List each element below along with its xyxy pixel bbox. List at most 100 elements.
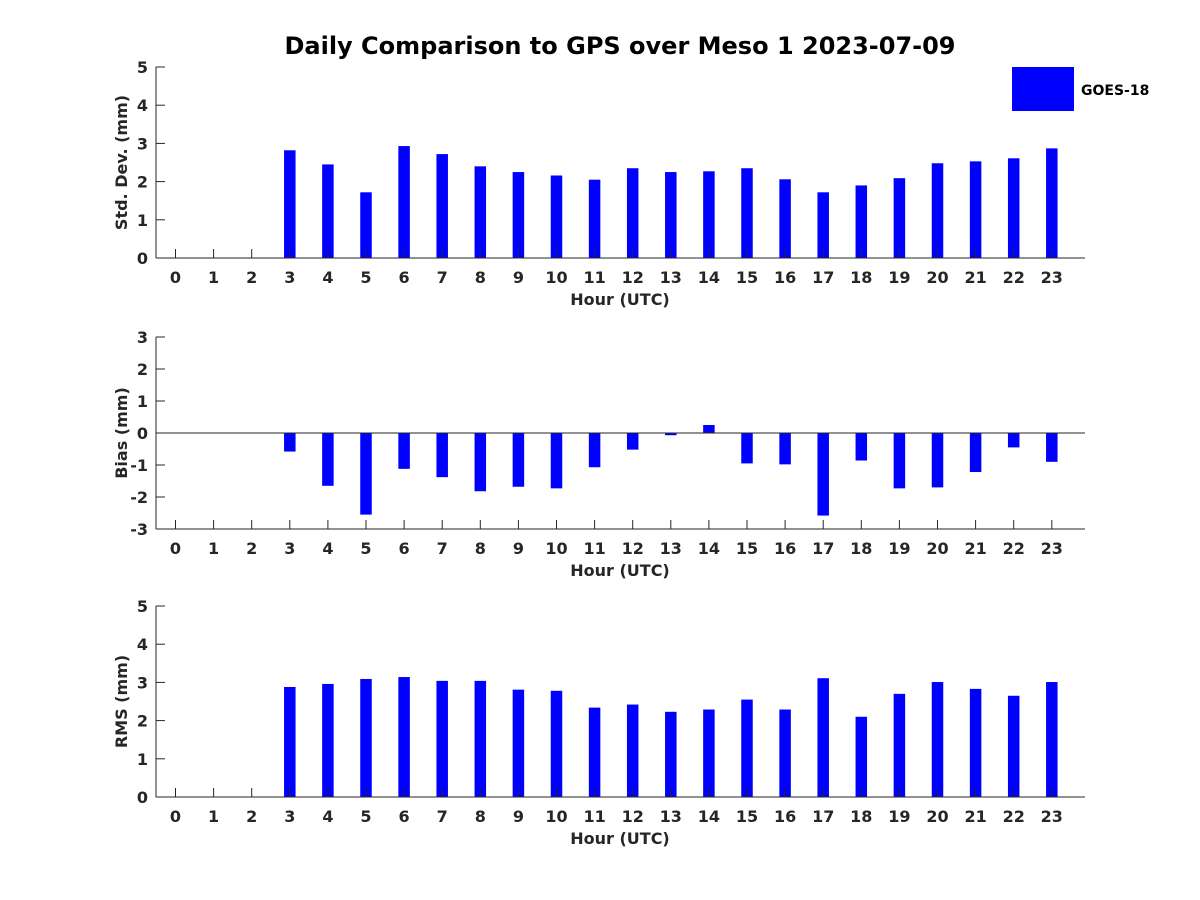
bar-panel3-hour-12 bbox=[626, 704, 639, 797]
y-tick-label: 4 bbox=[137, 635, 148, 654]
x-tick-label: 14 bbox=[698, 268, 720, 287]
x-tick-label: 13 bbox=[660, 539, 682, 558]
y-axis-label: RMS (mm) bbox=[112, 655, 131, 748]
bar-panel2-hour-9 bbox=[512, 433, 525, 487]
bar-panel2-hour-21 bbox=[969, 433, 982, 473]
x-tick-label: 19 bbox=[888, 807, 910, 826]
bar-panel3-hour-6 bbox=[398, 677, 410, 797]
bar-panel1-hour-19 bbox=[893, 178, 906, 258]
y-tick-label: 5 bbox=[137, 597, 148, 616]
x-tick-label: 21 bbox=[964, 268, 986, 287]
y-tick-label: -3 bbox=[130, 520, 148, 539]
bar-panel2-hour-7 bbox=[436, 433, 448, 478]
bar-panel3-hour-23 bbox=[1046, 682, 1058, 797]
bar-panel3-hour-10 bbox=[550, 690, 563, 797]
y-tick-label: -2 bbox=[130, 488, 148, 507]
x-tick-label: 3 bbox=[284, 268, 295, 287]
y-tick-label: 5 bbox=[137, 58, 148, 77]
x-tick-label: 16 bbox=[774, 268, 796, 287]
x-axis-label: Hour (UTC) bbox=[570, 561, 670, 580]
x-tick-label: 22 bbox=[1003, 539, 1025, 558]
x-tick-label: 17 bbox=[812, 268, 834, 287]
x-tick-label: 4 bbox=[322, 807, 333, 826]
x-tick-label: 8 bbox=[475, 539, 486, 558]
bar-panel2-hour-3 bbox=[284, 433, 296, 452]
y-tick-label: 2 bbox=[137, 712, 148, 731]
x-tick-label: 17 bbox=[812, 807, 834, 826]
x-tick-label: 20 bbox=[926, 268, 948, 287]
x-tick-label: 10 bbox=[545, 807, 567, 826]
legend-swatch bbox=[1012, 67, 1074, 111]
x-tick-label: 6 bbox=[399, 268, 410, 287]
bar-panel3-hour-16 bbox=[779, 709, 791, 797]
x-tick-label: 11 bbox=[583, 268, 605, 287]
bar-panel1-hour-20 bbox=[931, 163, 944, 258]
x-tick-label: 14 bbox=[698, 539, 720, 558]
x-tick-label: 9 bbox=[513, 807, 524, 826]
x-tick-label: 6 bbox=[399, 807, 410, 826]
x-tick-label: 5 bbox=[360, 807, 371, 826]
y-tick-label: 1 bbox=[137, 392, 148, 411]
x-tick-label: 8 bbox=[475, 807, 486, 826]
legend-label: GOES-18 bbox=[1081, 83, 1149, 99]
x-tick-label: 2 bbox=[246, 807, 257, 826]
bar-panel2-hour-10 bbox=[550, 433, 563, 489]
bar-panel2-hour-8 bbox=[474, 433, 487, 492]
x-tick-label: 7 bbox=[437, 268, 448, 287]
y-tick-label: 2 bbox=[137, 360, 148, 379]
bar-panel2-hour-5 bbox=[360, 433, 372, 515]
bar-panel1-hour-7 bbox=[436, 154, 448, 258]
bar-panel1-hour-18 bbox=[855, 185, 868, 258]
x-tick-label: 0 bbox=[170, 807, 181, 826]
y-tick-label: 0 bbox=[137, 249, 148, 268]
x-tick-label: 2 bbox=[246, 268, 257, 287]
bar-panel2-hour-13 bbox=[665, 433, 677, 436]
bar-panel2-hour-18 bbox=[855, 433, 868, 461]
x-tick-label: 9 bbox=[513, 539, 524, 558]
bar-panel3-hour-17 bbox=[817, 678, 829, 797]
x-tick-label: 4 bbox=[322, 268, 333, 287]
x-tick-label: 15 bbox=[736, 807, 758, 826]
y-tick-label: 3 bbox=[137, 328, 148, 347]
x-tick-label: 21 bbox=[964, 539, 986, 558]
x-tick-label: 22 bbox=[1003, 807, 1025, 826]
bar-panel3-hour-21 bbox=[969, 688, 982, 797]
legend: GOES-18 bbox=[1012, 67, 1149, 111]
x-tick-label: 7 bbox=[437, 807, 448, 826]
bar-panel3-hour-9 bbox=[512, 689, 525, 797]
y-tick-label: 0 bbox=[137, 788, 148, 807]
x-axis-label: Hour (UTC) bbox=[570, 290, 670, 309]
bar-panel1-hour-6 bbox=[398, 146, 410, 258]
bar-panel3-hour-7 bbox=[436, 680, 448, 797]
x-tick-label: 20 bbox=[926, 539, 948, 558]
bar-panel2-hour-14 bbox=[703, 425, 715, 433]
x-tick-label: 23 bbox=[1041, 539, 1063, 558]
y-axis-label: Std. Dev. (mm) bbox=[112, 95, 131, 230]
x-tick-label: 1 bbox=[208, 539, 219, 558]
y-tick-label: 1 bbox=[137, 211, 148, 230]
bar-panel3-hour-14 bbox=[703, 709, 715, 797]
bar-panel2-hour-4 bbox=[322, 433, 334, 486]
bar-panel1-hour-4 bbox=[322, 164, 334, 258]
bar-panel2-hour-15 bbox=[741, 433, 753, 464]
bar-panel2-hour-20 bbox=[931, 433, 944, 488]
bar-panel1-hour-22 bbox=[1007, 158, 1020, 258]
x-tick-label: 0 bbox=[170, 268, 181, 287]
x-tick-label: 5 bbox=[360, 539, 371, 558]
bar-panel3-hour-3 bbox=[284, 686, 296, 797]
x-tick-label: 18 bbox=[850, 539, 872, 558]
x-tick-label: 12 bbox=[622, 807, 644, 826]
y-axis-label: Bias (mm) bbox=[112, 387, 131, 479]
bar-panel1-hour-17 bbox=[817, 192, 829, 258]
x-tick-label: 0 bbox=[170, 539, 181, 558]
x-tick-label: 18 bbox=[850, 807, 872, 826]
chart-title: Daily Comparison to GPS over Meso 1 2023… bbox=[284, 32, 955, 60]
x-tick-label: 23 bbox=[1041, 807, 1063, 826]
bar-panel3-hour-13 bbox=[665, 711, 677, 797]
x-tick-label: 2 bbox=[246, 539, 257, 558]
x-tick-label: 19 bbox=[888, 268, 910, 287]
x-tick-label: 9 bbox=[513, 268, 524, 287]
